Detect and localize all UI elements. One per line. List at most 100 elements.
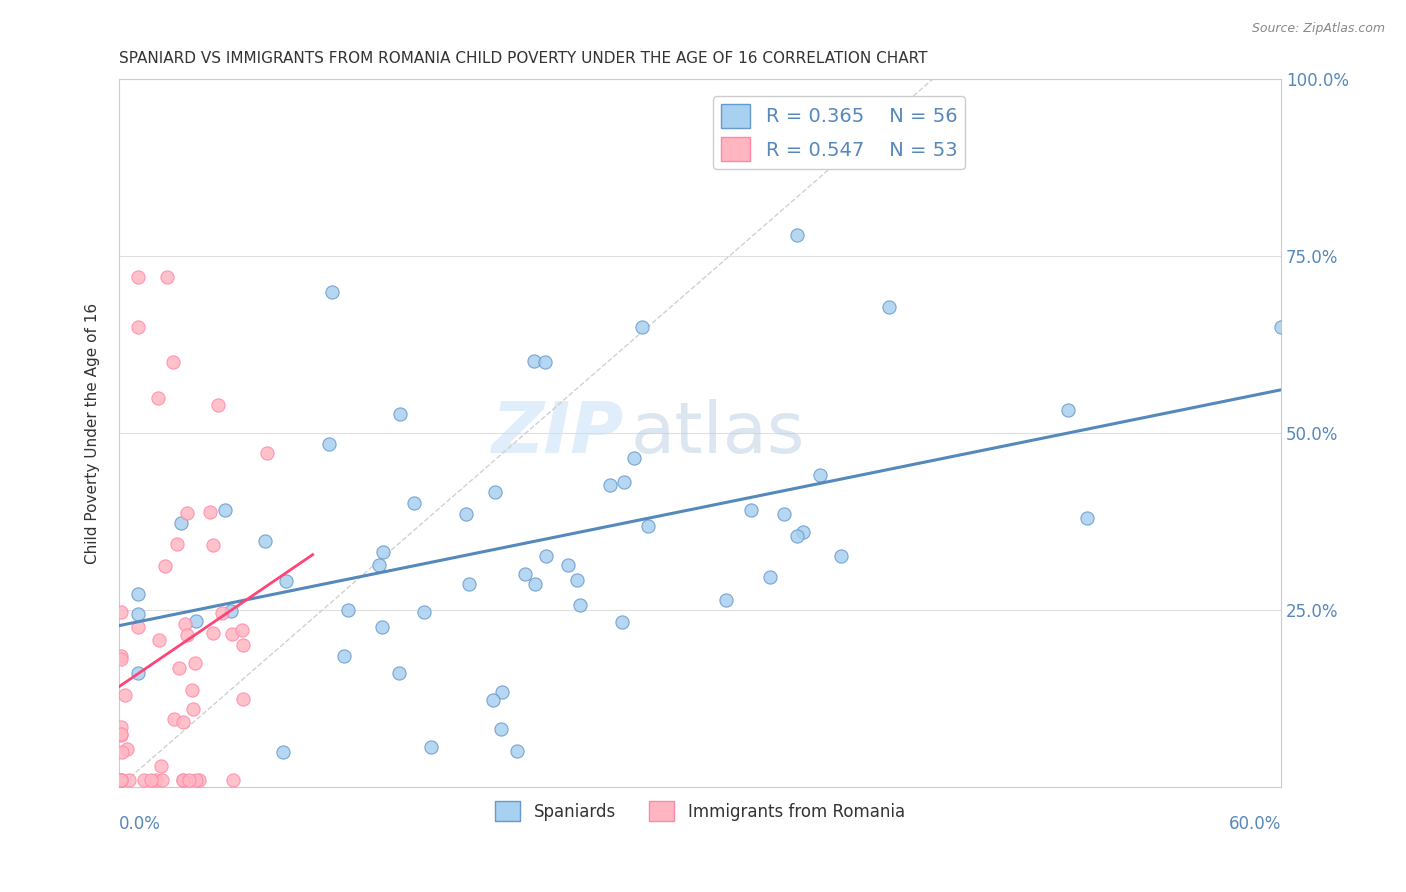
- Point: [231, 623, 253, 637]
- Point: [163, 712, 186, 726]
- Point: [506, 744, 529, 758]
- Point: [256, 446, 278, 460]
- Point: [181, 702, 204, 716]
- Point: [148, 633, 170, 648]
- Point: [180, 683, 202, 698]
- Point: [232, 691, 254, 706]
- Point: [111, 745, 134, 759]
- Point: [515, 566, 537, 581]
- Point: [110, 772, 132, 787]
- Point: [184, 615, 207, 629]
- Point: [637, 519, 659, 533]
- Point: [221, 626, 243, 640]
- Point: [830, 549, 852, 563]
- Point: [127, 320, 149, 334]
- Point: [127, 620, 149, 634]
- Point: [145, 772, 167, 787]
- Point: [740, 503, 762, 517]
- Point: [481, 693, 503, 707]
- Point: [214, 503, 236, 517]
- Point: [321, 285, 343, 299]
- Point: [201, 626, 224, 640]
- Point: [169, 661, 191, 675]
- Point: [610, 615, 633, 630]
- Point: [127, 587, 149, 601]
- Point: [759, 570, 782, 584]
- Point: [110, 720, 132, 734]
- Point: [172, 772, 194, 787]
- Point: [110, 648, 132, 663]
- Point: [176, 628, 198, 642]
- Point: [371, 545, 394, 559]
- Point: [786, 227, 808, 242]
- Text: SPANIARD VS IMMIGRANTS FROM ROMANIA CHILD POVERTY UNDER THE AGE OF 16 CORRELATIO: SPANIARD VS IMMIGRANTS FROM ROMANIA CHIL…: [120, 51, 928, 66]
- Point: [613, 475, 636, 489]
- Text: 0.0%: 0.0%: [120, 815, 160, 833]
- Point: [371, 620, 394, 634]
- Point: [150, 759, 173, 773]
- Point: [333, 648, 356, 663]
- Point: [186, 772, 208, 787]
- Point: [110, 772, 132, 787]
- Point: [716, 593, 738, 607]
- Point: [557, 558, 579, 573]
- Point: [207, 399, 229, 413]
- Point: [389, 407, 412, 421]
- Point: [200, 505, 222, 519]
- Point: [114, 688, 136, 702]
- Point: [187, 772, 209, 787]
- Point: [127, 607, 149, 621]
- Point: [127, 270, 149, 285]
- Point: [412, 605, 434, 619]
- Point: [166, 537, 188, 551]
- Point: [404, 496, 426, 510]
- Point: [201, 538, 224, 552]
- Point: [172, 772, 194, 787]
- Point: [484, 485, 506, 500]
- Text: Source: ZipAtlas.com: Source: ZipAtlas.com: [1251, 22, 1385, 36]
- Point: [457, 577, 479, 591]
- Y-axis label: Child Poverty Under the Age of 16: Child Poverty Under the Age of 16: [86, 302, 100, 564]
- Point: [110, 651, 132, 665]
- Point: [110, 772, 132, 787]
- Point: [110, 605, 132, 619]
- Point: [232, 638, 254, 652]
- Point: [623, 450, 645, 465]
- Point: [877, 300, 900, 314]
- Point: [150, 772, 173, 787]
- Point: [534, 549, 557, 564]
- Point: [523, 577, 546, 591]
- Point: [336, 603, 359, 617]
- Point: [491, 684, 513, 698]
- Point: [118, 772, 141, 787]
- Point: [1076, 511, 1098, 525]
- Point: [132, 772, 155, 787]
- Point: [172, 715, 194, 730]
- Point: [110, 772, 132, 787]
- Point: [773, 507, 796, 521]
- Point: [110, 727, 132, 741]
- Point: [146, 391, 169, 405]
- Point: [792, 525, 814, 540]
- Point: [276, 574, 298, 589]
- Point: [173, 617, 195, 632]
- Point: [115, 741, 138, 756]
- Legend: Spaniards, Immigrants from Romania: Spaniards, Immigrants from Romania: [489, 795, 911, 828]
- Point: [786, 529, 808, 543]
- Point: [273, 745, 295, 759]
- Point: [454, 508, 477, 522]
- Point: [388, 666, 411, 681]
- Point: [318, 436, 340, 450]
- Point: [534, 355, 557, 369]
- Point: [808, 467, 831, 482]
- Point: [599, 478, 621, 492]
- Text: 60.0%: 60.0%: [1229, 815, 1281, 833]
- Point: [1270, 320, 1292, 334]
- Point: [568, 598, 591, 612]
- Point: [222, 772, 245, 787]
- Point: [162, 355, 184, 369]
- Point: [523, 353, 546, 368]
- Point: [183, 656, 205, 670]
- Point: [368, 558, 391, 573]
- Point: [565, 573, 588, 587]
